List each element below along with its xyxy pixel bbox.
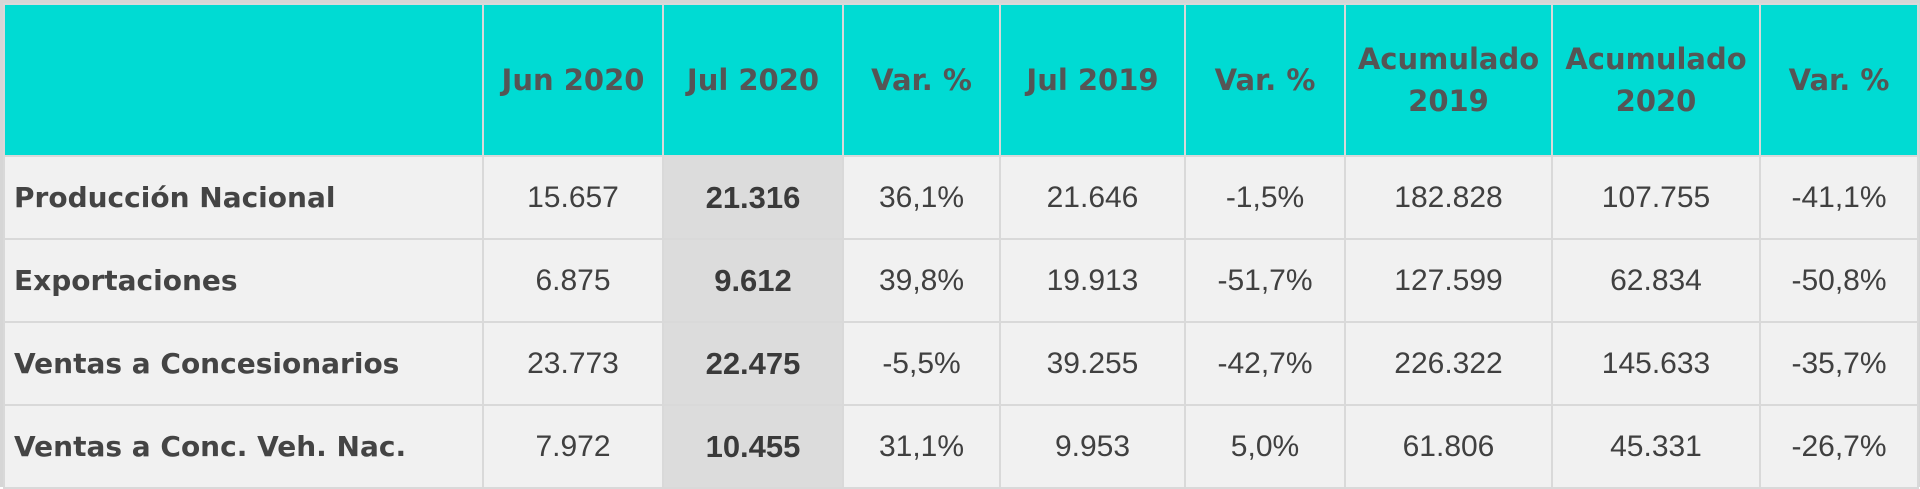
table-cell: -51,7% <box>1184 238 1346 323</box>
header-cell-jun-2020: Jun 2020 <box>482 3 664 157</box>
table-cell: 5,0% <box>1184 404 1346 489</box>
table-cell: -5,5% <box>842 321 1001 406</box>
table-cell: 6.875 <box>482 238 664 323</box>
table-cell: 39,8% <box>842 238 1001 323</box>
table-cell: -42,7% <box>1184 321 1346 406</box>
table-cell: -41,1% <box>1759 155 1919 240</box>
row-label: Producción Nacional <box>3 155 484 240</box>
table-cell: -50,8% <box>1759 238 1919 323</box>
table-cell: 182.828 <box>1344 155 1553 240</box>
header-row: Jun 2020 Jul 2020 Var. % Jul 2019 Var. %… <box>3 3 1919 157</box>
table-cell-highlight: 10.455 <box>662 404 844 489</box>
header-cell-var-pct-1: Var. % <box>842 3 1001 157</box>
table-cell: 127.599 <box>1344 238 1553 323</box>
table-cell: 36,1% <box>842 155 1001 240</box>
table-cell: 31,1% <box>842 404 1001 489</box>
table-cell: 21.646 <box>999 155 1186 240</box>
table-cell: -35,7% <box>1759 321 1919 406</box>
row-label: Exportaciones <box>3 238 484 323</box>
header-cell-jul-2020: Jul 2020 <box>662 3 844 157</box>
table-cell: 62.834 <box>1551 238 1761 323</box>
table-cell: 226.322 <box>1344 321 1553 406</box>
table-cell: 7.972 <box>482 404 664 489</box>
table-cell: 9.953 <box>999 404 1186 489</box>
table-cell: -1,5% <box>1184 155 1346 240</box>
table-cell: 107.755 <box>1551 155 1761 240</box>
header-cell-var-pct-2: Var. % <box>1184 3 1346 157</box>
table-cell-highlight: 22.475 <box>662 321 844 406</box>
table-cell: -26,7% <box>1759 404 1919 489</box>
header-cell-empty <box>3 3 484 157</box>
header-cell-acumulado-2019: Acumulado 2019 <box>1344 3 1553 157</box>
table-cell: 145.633 <box>1551 321 1761 406</box>
table-row: Ventas a Concesionarios 23.773 22.475 -5… <box>3 321 1919 406</box>
table-cell: 45.331 <box>1551 404 1761 489</box>
table-cell-highlight: 21.316 <box>662 155 844 240</box>
table-cell: 19.913 <box>999 238 1186 323</box>
table-cell: 23.773 <box>482 321 664 406</box>
header-cell-acumulado-2020: Acumulado 2020 <box>1551 3 1761 157</box>
table-row: Exportaciones 6.875 9.612 39,8% 19.913 -… <box>3 238 1919 323</box>
header-cell-jul-2019: Jul 2019 <box>999 3 1186 157</box>
table-cell: 39.255 <box>999 321 1186 406</box>
table-row: Ventas a Conc. Veh. Nac. 7.972 10.455 31… <box>3 404 1919 489</box>
table-cell: 15.657 <box>482 155 664 240</box>
table-cell: 61.806 <box>1344 404 1553 489</box>
table-row: Producción Nacional 15.657 21.316 36,1% … <box>3 155 1919 240</box>
row-label: Ventas a Concesionarios <box>3 321 484 406</box>
header-cell-var-pct-3: Var. % <box>1759 3 1919 157</box>
table-cell-highlight: 9.612 <box>662 238 844 323</box>
data-table: Jun 2020 Jul 2020 Var. % Jul 2019 Var. %… <box>3 3 1919 489</box>
row-label: Ventas a Conc. Veh. Nac. <box>3 404 484 489</box>
